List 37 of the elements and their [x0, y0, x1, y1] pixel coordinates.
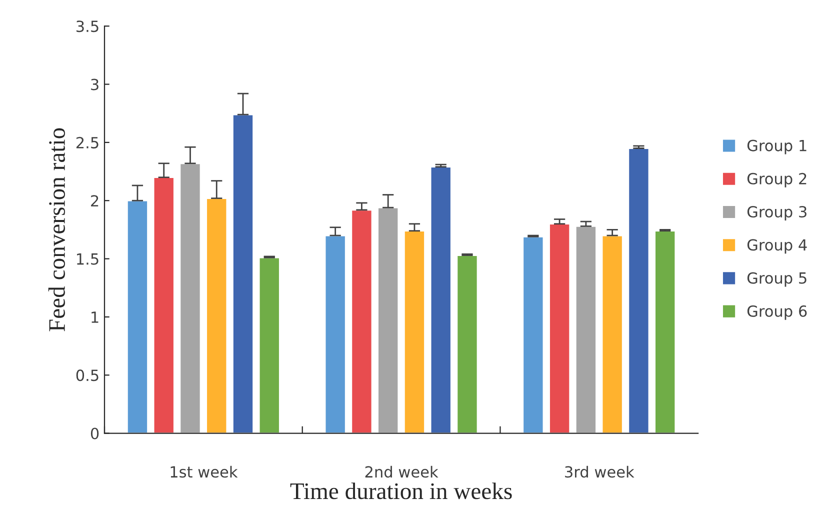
bar — [601, 234, 624, 434]
bar — [522, 236, 544, 434]
x-tick-label: 2nd week — [365, 466, 438, 478]
bar — [628, 148, 650, 434]
bar — [126, 200, 148, 434]
legend-label: Group 3 — [747, 206, 806, 221]
bar — [258, 256, 280, 434]
legend-label: Group 5 — [747, 272, 806, 287]
bar — [206, 198, 228, 434]
bar — [654, 230, 676, 434]
bar — [179, 162, 202, 434]
bar — [574, 225, 597, 434]
bar — [232, 114, 254, 434]
bar — [324, 234, 346, 434]
y-tick-label: 2 — [91, 195, 98, 206]
y-tick-label: 3 — [91, 78, 98, 90]
y-tick-label: 0 — [90, 428, 99, 440]
x-tick-label: 1st week — [170, 466, 238, 478]
bar — [456, 254, 478, 434]
bar — [403, 230, 426, 434]
y-tick-label: 1 — [92, 312, 98, 323]
legend-label: Group 4 — [747, 239, 807, 254]
y-tick-label: 0.5 — [76, 370, 98, 382]
x-tick-label: 3rd week — [565, 466, 634, 478]
legend-label: Group 1 — [747, 140, 806, 154]
bar — [350, 209, 373, 434]
y-tick-label: 1.5 — [77, 253, 98, 265]
y-axis-title: Feed conversion ratio — [48, 128, 65, 332]
y-tick-label: 2.5 — [76, 136, 98, 148]
y-tick-label: 3.5 — [76, 20, 98, 32]
bar — [548, 223, 571, 434]
bar — [377, 206, 400, 434]
x-axis-title: Time duration in weeks — [290, 482, 512, 500]
legend-label: Group 6 — [747, 305, 807, 320]
bar — [430, 166, 452, 434]
legend-label: Group 2 — [747, 172, 806, 188]
bar — [152, 176, 175, 434]
